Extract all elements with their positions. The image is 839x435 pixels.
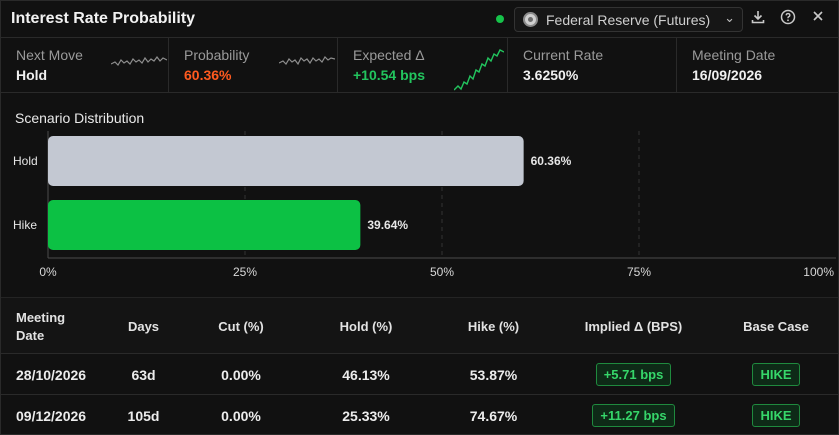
cell-implied-delta: +5.71 bps bbox=[561, 354, 706, 395]
chart-title: Scenario Distribution bbox=[15, 110, 145, 126]
data-label: 60.36% bbox=[531, 154, 572, 168]
stat-label: Expected Δ bbox=[353, 47, 425, 63]
cell-hike: 74.67% bbox=[469, 407, 518, 424]
cell-meeting-date: 28/10/2026 bbox=[16, 366, 87, 383]
cell-base-case: HIKE bbox=[716, 354, 836, 395]
panel-header: Interest Rate Probability Federal Reserv… bbox=[1, 1, 838, 38]
stat-meeting-date: Meeting Date 16/09/2026 bbox=[677, 38, 838, 93]
source-label: Federal Reserve (Futures) bbox=[546, 12, 711, 28]
stats-bar: Next Move Hold Probability 60.36% Expect… bbox=[1, 38, 838, 93]
download-icon[interactable] bbox=[748, 9, 768, 29]
close-icon[interactable] bbox=[808, 9, 828, 29]
cell-days: 105d bbox=[127, 407, 160, 424]
column-header-hike[interactable]: Hike (%) bbox=[467, 319, 520, 334]
source-select[interactable]: Federal Reserve (Futures) ⌄ bbox=[514, 7, 743, 32]
stat-value: +10.54 bps bbox=[353, 67, 425, 83]
implied-delta-pill: +5.71 bps bbox=[595, 363, 672, 386]
stat-label: Meeting Date bbox=[692, 47, 776, 63]
panel-title: Interest Rate Probability bbox=[11, 10, 196, 27]
sparkline-icon bbox=[454, 49, 504, 91]
cell-cut: 0.00% bbox=[221, 366, 261, 383]
cell-implied-delta: +11.27 bps bbox=[561, 395, 706, 435]
cell-base-case: HIKE bbox=[716, 395, 836, 435]
column-header-cut[interactable]: Cut (%) bbox=[218, 319, 264, 334]
column-header-days[interactable]: Days bbox=[127, 319, 160, 334]
scenario-chart: Hold 60.36% Hike 39.64% 0% 25% 50% 75% 100% bbox=[13, 131, 836, 279]
stat-value: 60.36% bbox=[184, 67, 232, 83]
cell-hold: 25.33% bbox=[342, 407, 390, 424]
category-label: Hold bbox=[13, 154, 38, 168]
sparkline-icon bbox=[279, 56, 335, 66]
fed-seal-icon bbox=[523, 12, 538, 27]
stat-next-move: Next Move Hold bbox=[1, 38, 169, 93]
stat-value: 16/09/2026 bbox=[692, 67, 763, 83]
x-tick-label: 50% bbox=[430, 265, 454, 279]
bar-hold bbox=[48, 136, 524, 186]
x-tick-label: 0% bbox=[39, 265, 57, 279]
table-row[interactable]: 28/10/2026 63d 0.00% 46.13% 53.87% +5.71… bbox=[1, 354, 838, 395]
cell-cut: 0.00% bbox=[221, 407, 261, 424]
data-label: 39.64% bbox=[367, 218, 408, 232]
column-header-hold[interactable]: Hold (%) bbox=[339, 319, 393, 334]
cell-hold: 46.13% bbox=[342, 366, 390, 383]
stat-label: Next Move bbox=[16, 47, 83, 63]
column-header-meeting-date[interactable]: Meeting Date bbox=[16, 309, 66, 343]
stat-probability: Probability 60.36% bbox=[169, 38, 338, 93]
cell-meeting-date: 09/12/2026 bbox=[16, 407, 87, 424]
stat-value: 3.6250% bbox=[523, 67, 579, 83]
help-icon[interactable] bbox=[778, 9, 798, 29]
bar-hike bbox=[48, 200, 361, 250]
column-header-implied-delta[interactable]: Implied Δ (BPS) bbox=[584, 319, 683, 334]
cell-hike: 53.87% bbox=[469, 366, 518, 383]
table-header: Meeting Date Days Cut (%) Hold (%) Hike … bbox=[1, 297, 838, 354]
table-row[interactable]: 09/12/2026 105d 0.00% 25.33% 74.67% +11.… bbox=[1, 395, 838, 435]
x-tick-label: 25% bbox=[233, 265, 257, 279]
sparkline-icon bbox=[111, 56, 167, 66]
category-label: Hike bbox=[13, 218, 37, 232]
live-status-dot bbox=[496, 15, 504, 23]
stat-label: Probability bbox=[184, 47, 250, 63]
x-tick-label: 75% bbox=[627, 265, 651, 279]
chevron-down-icon: ⌄ bbox=[724, 10, 735, 25]
stat-current-rate: Current Rate 3.6250% bbox=[508, 38, 677, 93]
x-tick-label: 100% bbox=[803, 265, 834, 279]
stat-value: Hold bbox=[16, 67, 48, 83]
implied-delta-pill: +11.27 bps bbox=[592, 404, 675, 427]
cell-days: 63d bbox=[131, 366, 156, 383]
base-case-badge: HIKE bbox=[752, 404, 800, 427]
column-header-base-case[interactable]: Base Case bbox=[743, 319, 809, 334]
base-case-badge: HIKE bbox=[752, 363, 800, 386]
stat-label: Current Rate bbox=[523, 47, 604, 63]
stat-expected-delta: Expected Δ +10.54 bps bbox=[338, 38, 508, 93]
